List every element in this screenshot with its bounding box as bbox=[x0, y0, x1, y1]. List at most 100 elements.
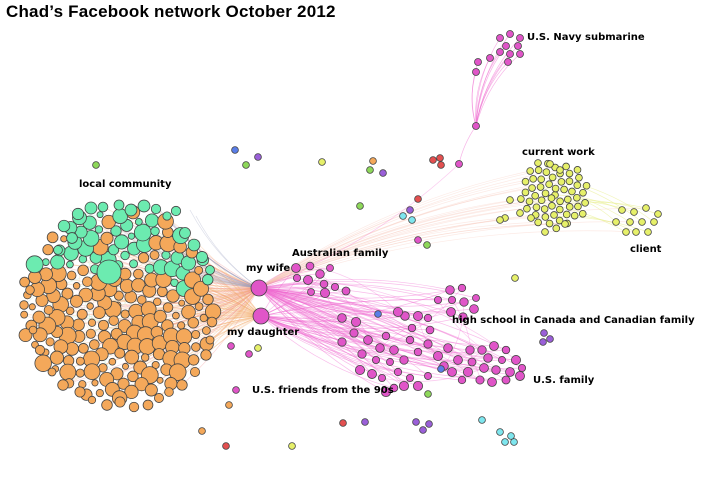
edge bbox=[258, 287, 355, 334]
node-local-community bbox=[49, 350, 64, 365]
label-high-school: high school in Canada and Canadian famil… bbox=[452, 315, 695, 326]
node-isolated bbox=[412, 418, 420, 426]
node-local-community bbox=[20, 310, 29, 319]
node-local-community bbox=[45, 337, 55, 347]
node-local-community bbox=[71, 207, 85, 221]
node-work bbox=[523, 204, 531, 213]
node-navy bbox=[516, 50, 524, 58]
node-local-community bbox=[72, 318, 85, 332]
node-work bbox=[560, 185, 568, 194]
node-local-community bbox=[34, 344, 46, 356]
node-local-community bbox=[94, 225, 104, 234]
node-family bbox=[330, 282, 340, 292]
node-work bbox=[582, 181, 591, 190]
node-local-community bbox=[110, 225, 122, 237]
node-local-community bbox=[205, 335, 215, 345]
node-family bbox=[350, 316, 362, 328]
node-work bbox=[528, 184, 536, 192]
node-family bbox=[491, 365, 501, 375]
node-family bbox=[472, 294, 480, 302]
node-family bbox=[393, 367, 403, 377]
edge bbox=[258, 287, 511, 373]
node-local-community bbox=[178, 299, 186, 307]
edge bbox=[260, 315, 429, 377]
node-family bbox=[354, 364, 366, 376]
node-local-community bbox=[47, 367, 57, 377]
node-work bbox=[534, 218, 542, 227]
node-local-community bbox=[134, 377, 149, 392]
node-family bbox=[405, 373, 415, 383]
node-family bbox=[467, 357, 477, 367]
node-local-community bbox=[100, 231, 114, 245]
node-work bbox=[642, 204, 650, 212]
node-family bbox=[443, 343, 453, 353]
node-local-community bbox=[127, 370, 139, 383]
edge bbox=[258, 287, 465, 307]
edge bbox=[172, 295, 262, 317]
node-navy-bridge bbox=[472, 122, 480, 130]
node-work bbox=[612, 218, 620, 226]
edge bbox=[189, 209, 260, 289]
node-local-community bbox=[78, 287, 93, 303]
node-family bbox=[407, 323, 417, 333]
node-work bbox=[578, 209, 587, 218]
node-local-community bbox=[161, 250, 171, 260]
node-work bbox=[556, 197, 564, 206]
node-isolated bbox=[374, 310, 382, 318]
node-local-community bbox=[127, 232, 136, 240]
node-isolated bbox=[501, 438, 509, 446]
node-local-community bbox=[202, 293, 214, 306]
node-navy bbox=[504, 58, 512, 66]
node-work bbox=[521, 177, 530, 186]
node-my-wife bbox=[250, 279, 268, 297]
node-local-community bbox=[92, 306, 106, 319]
edge bbox=[260, 315, 473, 363]
node-local-community bbox=[61, 287, 74, 300]
node-family bbox=[305, 261, 315, 271]
edge bbox=[258, 222, 539, 289]
node-local-community bbox=[59, 363, 77, 381]
node-local-community bbox=[162, 302, 174, 313]
node-work bbox=[630, 208, 638, 216]
node-navy bbox=[472, 68, 480, 76]
edge bbox=[258, 287, 411, 341]
node-isolated bbox=[414, 195, 422, 203]
node-isolated bbox=[423, 241, 431, 249]
node-work bbox=[568, 187, 576, 196]
node-navy bbox=[486, 54, 494, 62]
edge bbox=[258, 287, 459, 361]
node-work bbox=[550, 211, 558, 219]
node-family bbox=[389, 345, 399, 355]
edge bbox=[258, 287, 497, 371]
node-work bbox=[565, 169, 574, 178]
edge bbox=[258, 287, 347, 295]
node-family bbox=[399, 355, 409, 365]
node-work bbox=[531, 191, 539, 200]
edge bbox=[258, 287, 405, 387]
node-local-community bbox=[181, 304, 196, 320]
node-family bbox=[505, 367, 515, 377]
node-local-community bbox=[187, 238, 201, 252]
node-family bbox=[386, 358, 394, 366]
node-local-community bbox=[66, 232, 78, 244]
node-work bbox=[555, 205, 564, 214]
node-family bbox=[483, 353, 493, 363]
node-local-community bbox=[200, 349, 212, 361]
node-local-community bbox=[46, 231, 59, 244]
node-local-community bbox=[149, 250, 160, 261]
edge bbox=[381, 367, 485, 382]
node-local-community bbox=[70, 294, 83, 308]
node-isolated bbox=[429, 156, 437, 164]
node-work bbox=[573, 166, 582, 174]
edge bbox=[258, 287, 391, 363]
node-isolated bbox=[318, 158, 326, 166]
edge bbox=[258, 287, 507, 381]
edge bbox=[258, 287, 463, 381]
node-family bbox=[515, 371, 525, 381]
node-local-community bbox=[194, 302, 204, 311]
node-local-community bbox=[120, 250, 130, 261]
node-work bbox=[575, 173, 583, 182]
edge bbox=[258, 287, 373, 375]
node-family bbox=[501, 345, 511, 355]
node-work bbox=[618, 206, 626, 214]
